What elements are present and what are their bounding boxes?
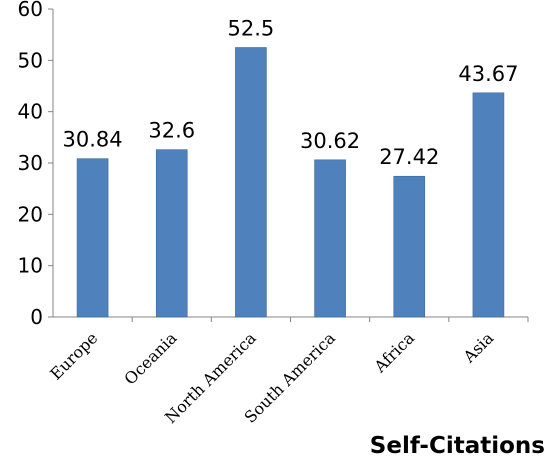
bar [314, 159, 346, 318]
bar [76, 158, 109, 318]
x-tick-label: Europe [46, 328, 101, 383]
y-tick-label: 50 [18, 48, 43, 72]
axes [52, 9, 529, 322]
y-tick-label: 30 [18, 151, 43, 175]
data-label: 32.6 [148, 119, 195, 143]
chart-title: Self-Citations [370, 433, 545, 459]
y-tick-label: 20 [18, 202, 43, 226]
bars [76, 47, 505, 318]
bar [393, 175, 426, 318]
data-label: 52.5 [228, 17, 275, 41]
x-tick-label: Africa [370, 328, 419, 377]
data-label: 30.62 [300, 129, 360, 153]
y-tick-label: 0 [30, 305, 43, 329]
y-tick-label: 60 [18, 0, 43, 21]
x-tick-label: Oceania [120, 328, 180, 388]
data-label: 30.84 [63, 128, 123, 152]
data-label: 43.67 [458, 62, 518, 86]
y-tick-label: 40 [18, 100, 43, 124]
data-label: 27.42 [379, 145, 439, 169]
data-labels: 30.84 32.6 52.5 30.62 27.42 43.67 [63, 17, 519, 170]
y-tick-label: 10 [18, 254, 43, 278]
y-axis-ticks: 0 10 20 30 40 50 60 [18, 0, 53, 329]
bar [472, 92, 505, 318]
bar [235, 47, 267, 318]
bar [155, 149, 188, 318]
x-tick-label: Asia [459, 328, 498, 367]
